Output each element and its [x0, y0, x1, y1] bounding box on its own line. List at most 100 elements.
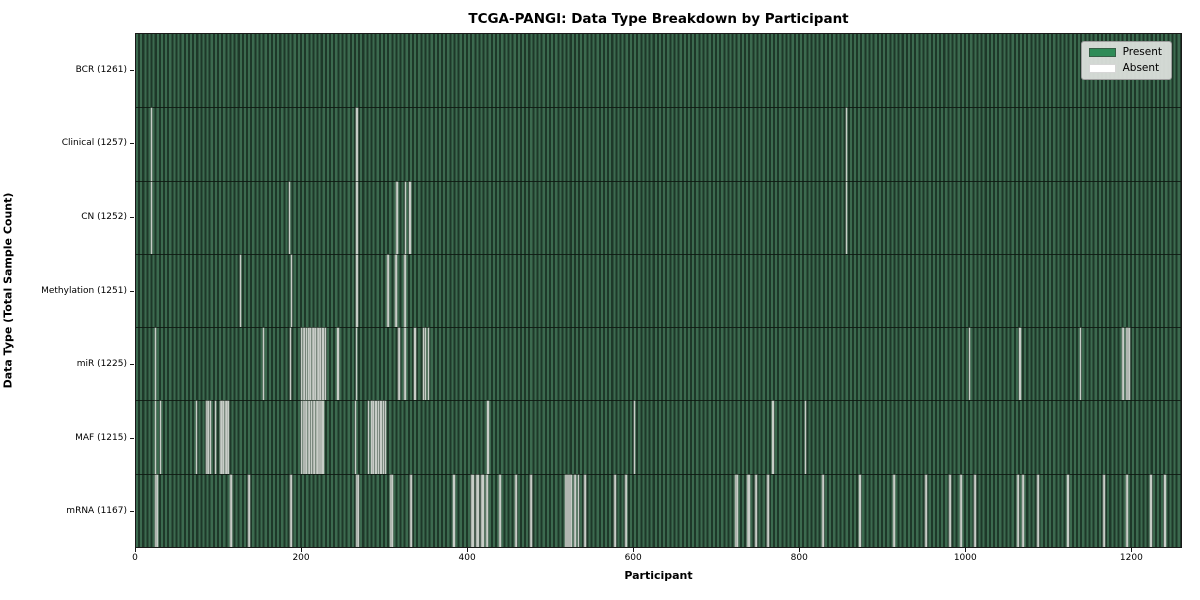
- absent-cell-mark: [357, 474, 359, 547]
- absent-cell-mark: [377, 401, 380, 474]
- absent-cell-mark: [822, 474, 824, 547]
- absent-cell-mark: [230, 474, 232, 547]
- absent-cell-mark: [499, 474, 501, 547]
- absent-cell-mark: [397, 181, 399, 254]
- absent-cell-mark: [368, 401, 370, 474]
- absent-cell-mark: [356, 108, 358, 181]
- absent-cell-mark: [1022, 474, 1024, 547]
- absent-cell-mark: [566, 474, 568, 547]
- absent-cell-mark: [262, 328, 264, 401]
- absent-cell-mark: [319, 328, 322, 401]
- absent-cell-mark: [305, 401, 307, 474]
- x-tick-label-1000: 1000: [953, 553, 977, 563]
- absent-cell-mark: [220, 401, 222, 474]
- absent-cell-mark: [925, 474, 927, 547]
- absent-cell-mark: [471, 474, 473, 547]
- absent-cell-mark: [304, 328, 306, 401]
- absent-cell-mark: [248, 474, 250, 547]
- absent-cell-mark: [569, 474, 571, 547]
- absent-cell-mark: [1067, 474, 1069, 547]
- y-tick-label-BCR: BCR (1261): [75, 64, 127, 75]
- absent-cell-mark: [304, 401, 306, 474]
- absent-cell-mark: [614, 474, 616, 547]
- absent-cell-mark: [380, 401, 382, 474]
- absent-cell-mark: [846, 108, 848, 181]
- absent-cell-mark: [949, 474, 951, 547]
- absent-cell-mark: [155, 474, 158, 547]
- absent-cell-mark: [226, 401, 228, 474]
- x-tick-mark: [965, 548, 967, 552]
- absent-cell-mark: [735, 474, 738, 547]
- absent-cell-mark: [571, 474, 573, 547]
- absent-cell-mark: [472, 474, 474, 547]
- absent-cell-mark: [160, 401, 162, 474]
- absent-cell-mark: [804, 401, 806, 474]
- absent-cell-mark: [530, 474, 532, 547]
- absent-cell-mark: [1163, 474, 1165, 547]
- absent-cell-mark: [290, 474, 292, 547]
- absent-cell-mark: [324, 328, 327, 401]
- absent-cell-mark: [570, 474, 572, 547]
- absent-cell-mark: [302, 401, 304, 474]
- absent-cell-mark: [1021, 474, 1024, 547]
- absent-cell-mark: [312, 401, 314, 474]
- y-tick-mark: [130, 511, 134, 513]
- absent-cell-mark: [634, 401, 636, 474]
- legend-item-absent: Absent: [1088, 63, 1162, 74]
- absent-cell-mark: [427, 328, 429, 401]
- y-tick-mark: [130, 364, 134, 366]
- absent-cell-mark: [290, 254, 293, 328]
- absent-cell-mark: [858, 474, 860, 547]
- absent-cell-mark: [746, 474, 748, 547]
- absent-cell-mark: [1079, 328, 1082, 401]
- absent-cell-mark: [624, 474, 627, 547]
- x-tick-label-0: 0: [132, 553, 138, 563]
- absent-cell-mark: [310, 328, 312, 401]
- absent-cell-mark: [391, 474, 393, 547]
- absent-cell-mark: [322, 401, 324, 474]
- absent-cell-mark: [452, 474, 454, 547]
- absent-cell-mark: [577, 474, 579, 547]
- absent-cell-mark: [390, 474, 392, 547]
- plot-area: Present Absent: [135, 33, 1182, 548]
- absent-cell-mark: [316, 328, 318, 401]
- absent-cell-mark: [1036, 474, 1038, 547]
- x-tick-label-800: 800: [790, 553, 808, 563]
- absent-cell-mark: [974, 474, 976, 547]
- absent-cell-mark: [355, 328, 357, 401]
- absent-cell-mark: [156, 474, 158, 547]
- absent-cell-mark: [585, 474, 587, 547]
- absent-cell-mark: [515, 474, 517, 547]
- absent-cell-mark: [476, 474, 478, 547]
- absent-cell-mark: [453, 474, 455, 547]
- absent-cell-mark: [356, 254, 358, 328]
- absent-cell-mark: [748, 474, 750, 547]
- absent-cell-mark: [1127, 474, 1129, 547]
- absent-cell-mark: [356, 181, 358, 254]
- absent-cell-mark: [371, 401, 373, 474]
- absent-cell-mark: [487, 401, 489, 474]
- absent-cell-mark: [221, 401, 223, 474]
- absent-cell-mark: [370, 401, 372, 474]
- absent-cell-mark: [397, 328, 400, 401]
- absent-cell-mark: [1017, 474, 1019, 547]
- absent-cell-mark: [973, 474, 975, 547]
- absent-cell-mark: [150, 108, 153, 181]
- legend-present-swatch: [1088, 48, 1116, 57]
- absent-cell-mark: [209, 401, 211, 474]
- x-tick-mark: [467, 548, 469, 552]
- absent-cell-mark: [1103, 474, 1105, 547]
- absent-cell-mark: [772, 401, 774, 474]
- absent-cell-mark: [207, 401, 209, 474]
- absent-cell-mark: [822, 474, 825, 547]
- absent-cell-mark: [223, 401, 225, 474]
- absent-cell-mark: [410, 474, 412, 547]
- absent-cell-mark: [231, 474, 233, 547]
- absent-cell-mark: [206, 401, 208, 474]
- absent-cell-mark: [531, 474, 533, 547]
- absent-cell-mark: [150, 181, 153, 254]
- absent-cell-mark: [893, 474, 895, 547]
- y-tick-mark: [130, 143, 134, 145]
- heatmap-row-miR: [136, 327, 1181, 401]
- absent-cell-mark: [566, 474, 569, 547]
